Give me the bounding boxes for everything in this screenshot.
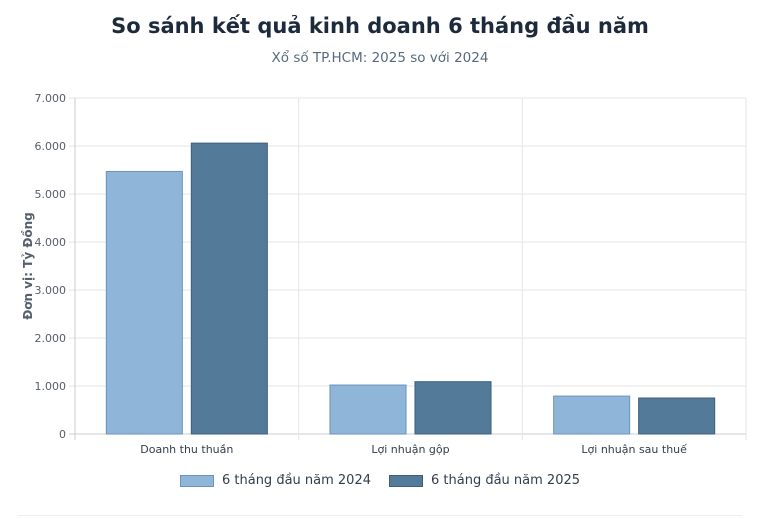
x-tick-label: Lợi nhuận sau thuế <box>581 443 687 456</box>
grid-layer <box>69 97 747 440</box>
chart-title: So sánh kết quả kinh doanh 6 tháng đầu n… <box>111 14 649 38</box>
label-layer: 0 1.000 2.000 3.000 4.000 5.000 6.000 7.000 Doan… <box>35 92 688 456</box>
y-tick-label: 1.000 <box>35 380 67 393</box>
divider <box>18 515 742 516</box>
x-tick-label: Lợi nhuận gộp <box>371 443 449 456</box>
bar-layer <box>105 142 716 435</box>
legend-item[interactable]: 6 tháng đầu năm 2024 <box>179 473 371 488</box>
y-tick-label: 3.000 <box>35 284 67 297</box>
legend-label: 6 tháng đầu năm 2025 <box>431 473 581 488</box>
y-tick-label: 7.000 <box>35 92 67 105</box>
legend-item[interactable]: 6 tháng đầu năm 2025 <box>389 473 580 488</box>
legend-swatch <box>389 474 423 487</box>
chart-subtitle: Xổ số TP.HCM: 2025 so với 2024 <box>271 50 489 66</box>
y-tick-label: 6.000 <box>35 140 67 153</box>
y-tick-label: 4.000 <box>35 236 67 249</box>
legend-label: 6 tháng đầu năm 2024 <box>221 473 371 488</box>
bar <box>105 170 183 435</box>
legend-swatch <box>179 474 214 487</box>
bar <box>414 381 492 435</box>
y-axis-label: Đơn vị: Tỷ Đồng <box>21 212 35 320</box>
y-tick-label: 5.000 <box>35 188 67 201</box>
chart-legend: 6 tháng đầu năm 2024 6 tháng đầu năm 2025 <box>0 473 760 488</box>
bar <box>329 384 407 435</box>
bar <box>553 395 631 435</box>
bar <box>190 142 268 435</box>
y-tick-label: 2.000 <box>35 332 67 345</box>
x-tick-label: Doanh thu thuần <box>140 443 233 456</box>
y-tick-label: 0 <box>59 428 66 441</box>
bar <box>638 397 716 435</box>
